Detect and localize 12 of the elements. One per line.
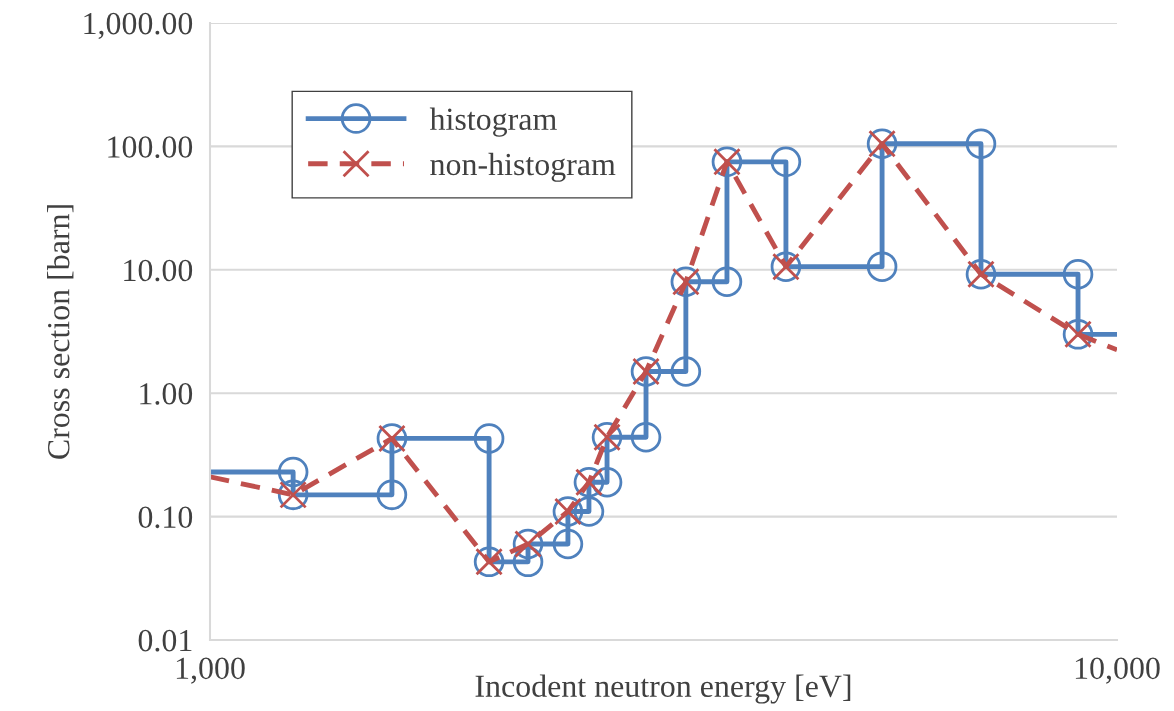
x-axis-title: Incodent neutron energy [eV] [475, 674, 851, 704]
legend-label: non-histogram [430, 152, 616, 182]
y-tick-label: 10.00 [124, 259, 193, 282]
x-tick-label: 10,000 [1075, 657, 1160, 684]
y-tick-label: 100.00 [108, 136, 193, 158]
y-tick-label: 0.10 [138, 506, 193, 529]
y-axis-title: Cross section [barn] [47, 205, 74, 459]
y-tick-label: 1,000.00 [84, 12, 193, 39]
x-tick-label: 1,000 [176, 657, 245, 684]
y-tick-label: 1.00 [140, 383, 193, 405]
legend-label: histogram [429, 107, 557, 137]
y-tick-label: 0.01 [138, 629, 192, 652]
